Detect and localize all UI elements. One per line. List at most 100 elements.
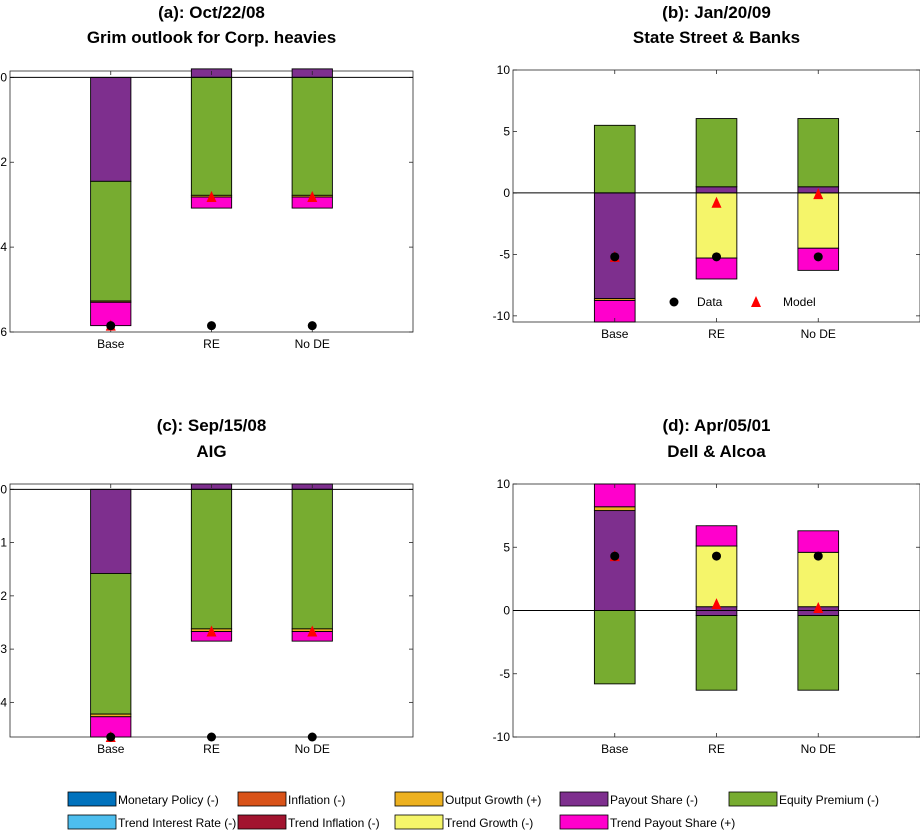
- bar-segment: [695, 118, 738, 188]
- y-tick-label: 5: [503, 124, 510, 138]
- bar-segment: [90, 573, 132, 715]
- y-tick-label: -6: [0, 325, 7, 339]
- y-tick-label: -4: [0, 240, 7, 254]
- model-marker: [206, 191, 217, 203]
- bar-segment: [797, 530, 840, 553]
- panel-subtitle: State Street & Banks: [633, 28, 800, 47]
- x-tick-label: No DE: [295, 742, 330, 756]
- bar-segment: [291, 488, 333, 630]
- legend-model-label: Model: [783, 295, 816, 309]
- legend-swatch: [559, 791, 609, 807]
- panel-b: (b): Jan/20/09 State Street & Banks 10 5 0 -5…: [493, 3, 920, 341]
- legend-swatch: [394, 791, 444, 807]
- bar-segment: [695, 610, 738, 617]
- bar-segment: [593, 610, 636, 685]
- legend-label: Monetary Policy (-): [118, 793, 219, 807]
- panel-title: (c): Sep/15/08: [157, 416, 267, 435]
- bar-segment: [90, 76, 132, 182]
- legend-data-label: Data: [697, 295, 723, 309]
- legend-label: Output Growth (+): [445, 793, 541, 807]
- data-marker: [712, 551, 721, 561]
- x-tick-label: RE: [203, 742, 220, 756]
- panel-a: (a): Oct/22/08 Grim outlook for Corp. hea…: [0, 3, 414, 351]
- y-tick-label: 5: [503, 540, 510, 554]
- bar-segment: [593, 192, 636, 300]
- model-marker: [813, 188, 824, 200]
- legend-label: Equity Premium (-): [779, 793, 879, 807]
- x-tick-label: Base: [97, 742, 125, 756]
- panel-subtitle: Dell & Alcoa: [667, 442, 766, 461]
- model-marker: [307, 625, 318, 637]
- panel-subtitle: Grim outlook for Corp. heavies: [87, 28, 336, 47]
- bar-segment: [291, 76, 333, 196]
- x-tick-label: No DE: [295, 337, 330, 351]
- data-marker: [813, 252, 823, 262]
- model-marker: [711, 598, 722, 610]
- bar-segment: [797, 118, 840, 188]
- y-tick-label: 0: [0, 482, 7, 496]
- data-marker: [610, 551, 620, 561]
- bar-segment: [190, 76, 233, 196]
- legend-label: Trend Inflation (-): [288, 816, 380, 830]
- y-tick-label: -5: [499, 667, 510, 681]
- bar-segment: [190, 488, 233, 630]
- bar-segment: [593, 506, 636, 512]
- legend-swatch: [559, 814, 609, 830]
- legend-label: Trend Interest Rate (-): [118, 816, 236, 830]
- panel-title: (a): Oct/22/08: [158, 3, 265, 22]
- bar-segment: [797, 551, 840, 608]
- x-tick-label: Base: [601, 742, 629, 756]
- bar-segment: [797, 192, 840, 249]
- y-tick-label: -1: [0, 536, 7, 550]
- bar-segment: [695, 525, 738, 547]
- legend-label: Trend Payout Share (+): [610, 816, 735, 830]
- data-marker: [106, 732, 116, 742]
- model-marker: [206, 625, 217, 637]
- y-tick-label: -3: [0, 642, 7, 656]
- x-tick-label: RE: [708, 327, 725, 341]
- y-tick-label: 0: [503, 604, 510, 618]
- legend-swatch: [394, 814, 444, 830]
- legend-data-marker: [669, 297, 679, 307]
- y-tick-label: -5: [499, 247, 510, 261]
- data-marker: [712, 252, 721, 262]
- data-marker: [307, 732, 317, 742]
- x-tick-label: No DE: [801, 742, 836, 756]
- x-tick-label: RE: [708, 742, 725, 756]
- x-tick-label: RE: [203, 337, 220, 351]
- y-tick-label: 0: [503, 186, 510, 200]
- panel-title: (b): Jan/20/09: [662, 3, 771, 22]
- panel-d: (d): Apr/05/01 Dell & Alcoa 10 5 0 -5 -10 Base R…: [493, 416, 920, 756]
- x-tick-label: No DE: [801, 327, 836, 341]
- bar-segment: [695, 615, 738, 691]
- x-tick-label: Base: [601, 327, 629, 341]
- legend-swatch: [728, 791, 778, 807]
- data-marker: [207, 321, 216, 331]
- y-tick-label: 10: [497, 477, 511, 491]
- y-tick-label: -10: [493, 309, 511, 323]
- data-marker: [207, 732, 216, 742]
- legend-swatch: [67, 791, 117, 807]
- data-marker: [106, 321, 116, 331]
- panel-subtitle: AIG: [196, 442, 226, 461]
- y-tick-label: -4: [0, 695, 7, 709]
- legend-label: Payout Share (-): [610, 793, 698, 807]
- data-marker: [307, 321, 317, 331]
- legend-label: Inflation (-): [288, 793, 345, 807]
- legend-label: Trend Growth (-): [445, 816, 533, 830]
- model-marker: [813, 601, 824, 613]
- legend-swatch: [237, 814, 287, 830]
- panel-c: (c): Sep/15/08 AIG 0 -1 -2 -3 -4 Base RE No DE: [0, 416, 414, 756]
- y-tick-label: -2: [0, 589, 7, 603]
- legend-swatch: [237, 791, 287, 807]
- y-tick-label: 10: [497, 63, 511, 77]
- panel-title: (d): Apr/05/01: [662, 416, 770, 435]
- bar-segment: [90, 180, 132, 302]
- bar-segment: [593, 124, 636, 194]
- data-marker: [813, 551, 823, 561]
- legend-model-marker: [751, 296, 761, 307]
- y-tick-label: -2: [0, 155, 7, 169]
- legend-swatch: [67, 814, 117, 830]
- y-tick-label: -10: [493, 730, 511, 744]
